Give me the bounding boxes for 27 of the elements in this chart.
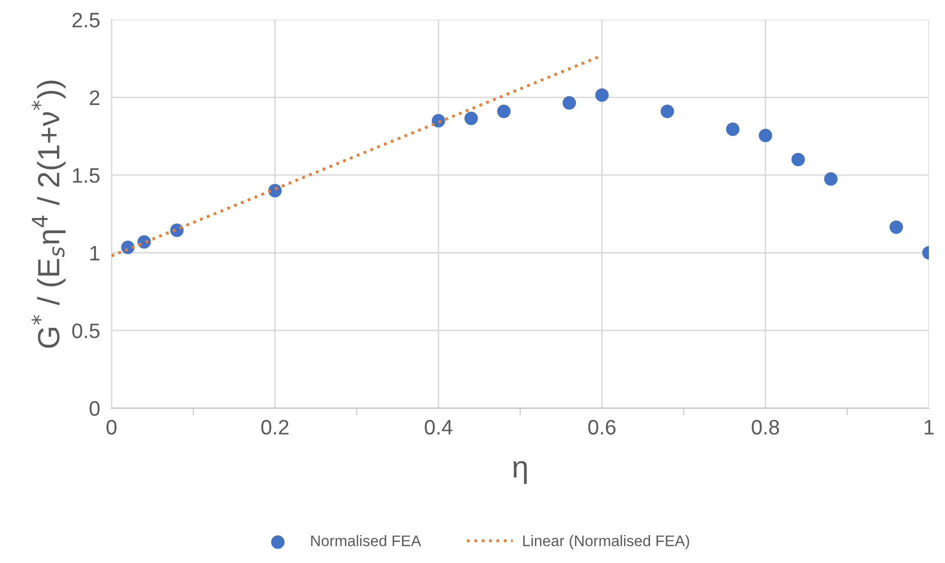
point [758,128,772,142]
x-tick-label: 1 [924,420,934,434]
point [464,112,478,126]
text: G$^{*}$ / (E$_{s}$η$^{4}$ / 2(1+ν$^{*}$)) [32,80,66,348]
y-tick-label: 0.5 [72,323,100,338]
legend-label: Linear (Normalised FEA) [523,535,690,550]
point [890,220,903,234]
x-tick-label: 0.4 [424,420,452,435]
point [660,104,674,118]
x-tick-label: 0.2 [261,420,288,435]
x-tick-label: 0.8 [752,420,780,435]
y-tick-label: 0 [90,401,100,416]
x-tick-label: 0 [106,420,116,435]
point [562,96,576,110]
x-tick-label: 0.6 [588,420,616,435]
point [824,172,838,186]
point [726,122,740,136]
point [791,152,805,166]
y-tick-label: 1.5 [73,168,100,183]
x-axis-title: η [513,461,527,484]
y-tick-label: 2.5 [72,12,100,28]
y-tick-label: 1 [90,246,100,260]
point [432,114,446,128]
y-tick-label: 2 [90,90,100,105]
point [497,104,511,118]
legend-label: Normalised FEA [311,535,422,546]
point [595,88,609,102]
